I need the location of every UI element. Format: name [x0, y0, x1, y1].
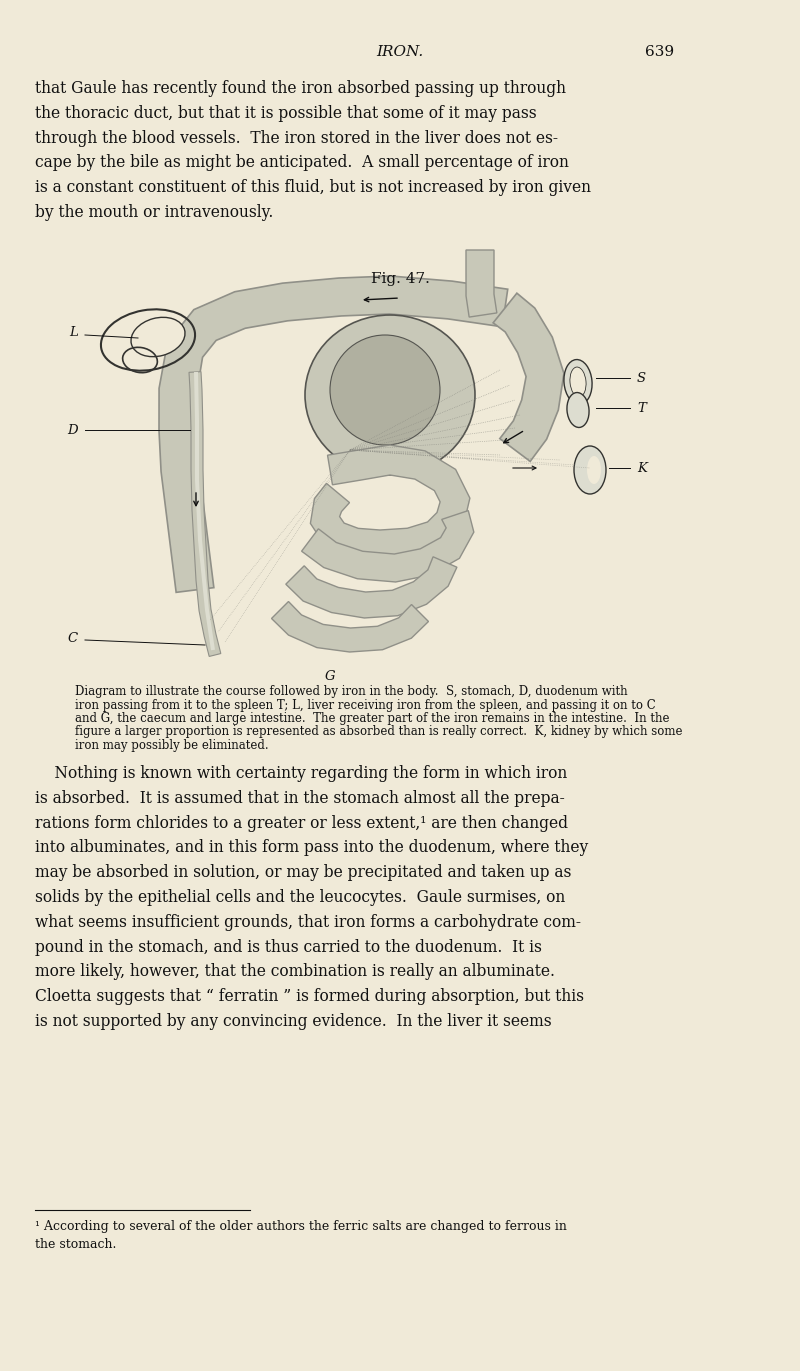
Text: ¹ According to several of the older authors the ferric salts are changed to ferr: ¹ According to several of the older auth… — [35, 1220, 567, 1250]
Ellipse shape — [305, 315, 475, 474]
Text: Fig. 47.: Fig. 47. — [370, 271, 430, 287]
Text: 639: 639 — [646, 45, 674, 59]
Text: that Gaule has recently found the iron absorbed passing up through
the thoracic : that Gaule has recently found the iron a… — [35, 80, 591, 221]
Ellipse shape — [574, 446, 606, 494]
Text: G: G — [325, 670, 335, 683]
Text: S: S — [637, 372, 646, 384]
Text: K: K — [637, 462, 647, 474]
Ellipse shape — [330, 335, 440, 446]
Text: figure a larger proportion is represented as absorbed than is really correct.  K: figure a larger proportion is represente… — [75, 725, 682, 739]
Polygon shape — [194, 372, 215, 650]
Text: D: D — [67, 424, 78, 436]
Text: Nothing is known with certainty regarding the form in which iron
is absorbed.  I: Nothing is known with certainty regardin… — [35, 765, 588, 1030]
Polygon shape — [493, 293, 564, 462]
Polygon shape — [310, 446, 470, 559]
Polygon shape — [271, 602, 429, 653]
Text: IRON.: IRON. — [376, 45, 424, 59]
Ellipse shape — [564, 359, 592, 404]
Polygon shape — [159, 276, 508, 592]
Text: L: L — [70, 325, 78, 339]
Ellipse shape — [587, 457, 601, 484]
Polygon shape — [286, 557, 457, 618]
Polygon shape — [302, 510, 474, 581]
Ellipse shape — [570, 367, 586, 398]
Text: C: C — [68, 632, 78, 644]
Ellipse shape — [567, 392, 589, 428]
Text: Diagram to illustrate the course followed by iron in the body.  S, stomach, D, d: Diagram to illustrate the course followe… — [75, 686, 628, 698]
Text: T: T — [637, 402, 646, 414]
Text: iron may possibly be eliminated.: iron may possibly be eliminated. — [75, 739, 269, 753]
Polygon shape — [189, 372, 221, 657]
Text: and G, the caecum and large intestine.  The greater part of the iron remains in : and G, the caecum and large intestine. T… — [75, 712, 670, 725]
Ellipse shape — [131, 317, 185, 356]
Text: iron passing from it to the spleen T; L, liver receiving iron from the spleen, a: iron passing from it to the spleen T; L,… — [75, 698, 656, 712]
Polygon shape — [466, 250, 497, 317]
